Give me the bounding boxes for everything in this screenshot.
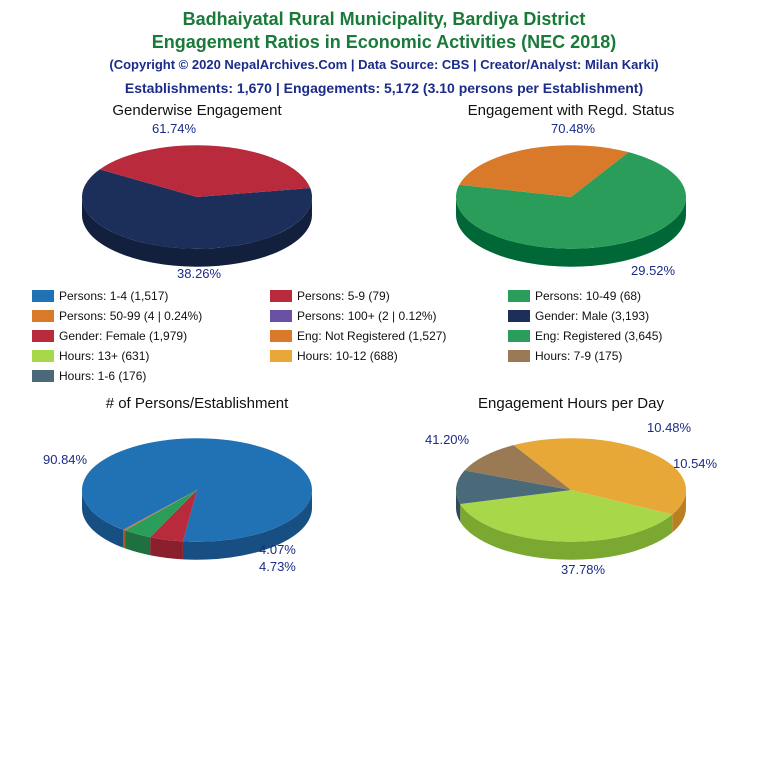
legend-text: Hours: 7-9 (175) <box>535 349 622 363</box>
legend-swatch <box>270 290 292 302</box>
chart-regd: Engagement with Regd. Status 70.48% 29.52… <box>391 102 751 281</box>
pie-slice-label: 29.52% <box>631 263 675 278</box>
pie-slice-label: 10.48% <box>647 420 691 435</box>
legend-text: Hours: 10-12 (688) <box>297 349 398 363</box>
legend-item: Gender: Female (1,979) <box>32 329 260 343</box>
charts-row-2: # of Persons/Establishment 90.84% 4.73% 4.… <box>10 395 758 574</box>
chart-regd-title: Engagement with Regd. Status <box>391 102 751 119</box>
legend-item: Hours: 10-12 (688) <box>270 349 498 363</box>
legend-swatch <box>508 290 530 302</box>
pie-slice-label: 70.48% <box>551 121 595 136</box>
legend-item: Persons: 100+ (2 | 0.12%) <box>270 309 498 323</box>
legend-text: Eng: Registered (3,645) <box>535 329 662 343</box>
legend-item: Hours: 1-6 (176) <box>32 369 260 383</box>
legend-swatch <box>270 330 292 342</box>
chart-persons: # of Persons/Establishment 90.84% 4.73% 4.… <box>17 395 377 574</box>
pie-slice-label: 4.07% <box>259 542 296 557</box>
pie-slice-label: 37.78% <box>561 562 605 577</box>
title-block: Badhaiyatal Rural Municipality, Bardiya … <box>10 8 758 96</box>
chart-persons-title: # of Persons/Establishment <box>17 395 377 412</box>
legend-text: Persons: 5-9 (79) <box>297 289 390 303</box>
legend-item: Gender: Male (3,193) <box>508 309 736 323</box>
chart-hours: Engagement Hours per Day 41.20% 37.78% 10.… <box>391 395 751 574</box>
legend-swatch <box>32 310 54 322</box>
chart-gender-title: Genderwise Engagement <box>17 102 377 119</box>
pie-slice-label: 38.26% <box>177 266 221 281</box>
chart-gender: Genderwise Engagement 61.74% 38.26% <box>17 102 377 281</box>
legend-swatch <box>508 310 530 322</box>
legend-swatch <box>32 350 54 362</box>
main-title: Badhaiyatal Rural Municipality, Bardiya … <box>10 8 758 53</box>
legend-swatch <box>32 330 54 342</box>
legend: Persons: 1-4 (1,517) Persons: 5-9 (79) Per… <box>10 285 758 385</box>
pie-slice-label: 10.54% <box>673 456 717 471</box>
legend-swatch <box>508 330 530 342</box>
legend-text: Persons: 100+ (2 | 0.12%) <box>297 309 437 323</box>
legend-text: Gender: Female (1,979) <box>59 329 187 343</box>
legend-text: Gender: Male (3,193) <box>535 309 649 323</box>
pie-hours: 41.20% 37.78% 10.54% 10.48% <box>421 414 721 574</box>
legend-item: Eng: Not Registered (1,527) <box>270 329 498 343</box>
title-line-2: Engagement Ratios in Economic Activities… <box>152 32 616 52</box>
legend-item: Persons: 10-49 (68) <box>508 289 736 303</box>
pie-gender: 61.74% 38.26% <box>47 121 347 281</box>
summary-line: Establishments: 1,670 | Engagements: 5,1… <box>10 80 758 96</box>
copyright-line: (Copyright © 2020 NepalArchives.Com | Da… <box>10 57 758 72</box>
legend-item: Persons: 1-4 (1,517) <box>32 289 260 303</box>
legend-item: Persons: 5-9 (79) <box>270 289 498 303</box>
pie-persons: 90.84%4.73%4.07% <box>47 414 347 574</box>
legend-swatch <box>508 350 530 362</box>
pie-slice-label: 90.84% <box>43 452 87 467</box>
legend-text: Persons: 10-49 (68) <box>535 289 641 303</box>
pie-regd: 70.48% 29.52% <box>421 121 721 281</box>
legend-swatch <box>32 370 54 382</box>
title-line-1: Badhaiyatal Rural Municipality, Bardiya … <box>183 9 586 29</box>
legend-text: Eng: Not Registered (1,527) <box>297 329 446 343</box>
legend-swatch <box>270 350 292 362</box>
legend-item: Hours: 7-9 (175) <box>508 349 736 363</box>
legend-text: Hours: 13+ (631) <box>59 349 149 363</box>
pie-slice-label: 4.73% <box>259 559 296 574</box>
legend-item: Eng: Registered (3,645) <box>508 329 736 343</box>
legend-swatch <box>270 310 292 322</box>
legend-text: Persons: 1-4 (1,517) <box>59 289 168 303</box>
chart-hours-title: Engagement Hours per Day <box>391 395 751 412</box>
charts-row-1: Genderwise Engagement 61.74% 38.26% Engag… <box>10 102 758 281</box>
legend-swatch <box>32 290 54 302</box>
pie-slice-label: 41.20% <box>425 432 469 447</box>
legend-text: Persons: 50-99 (4 | 0.24%) <box>59 309 202 323</box>
legend-item: Hours: 13+ (631) <box>32 349 260 363</box>
legend-text: Hours: 1-6 (176) <box>59 369 146 383</box>
legend-item: Persons: 50-99 (4 | 0.24%) <box>32 309 260 323</box>
pie-slice-label: 61.74% <box>152 121 196 136</box>
